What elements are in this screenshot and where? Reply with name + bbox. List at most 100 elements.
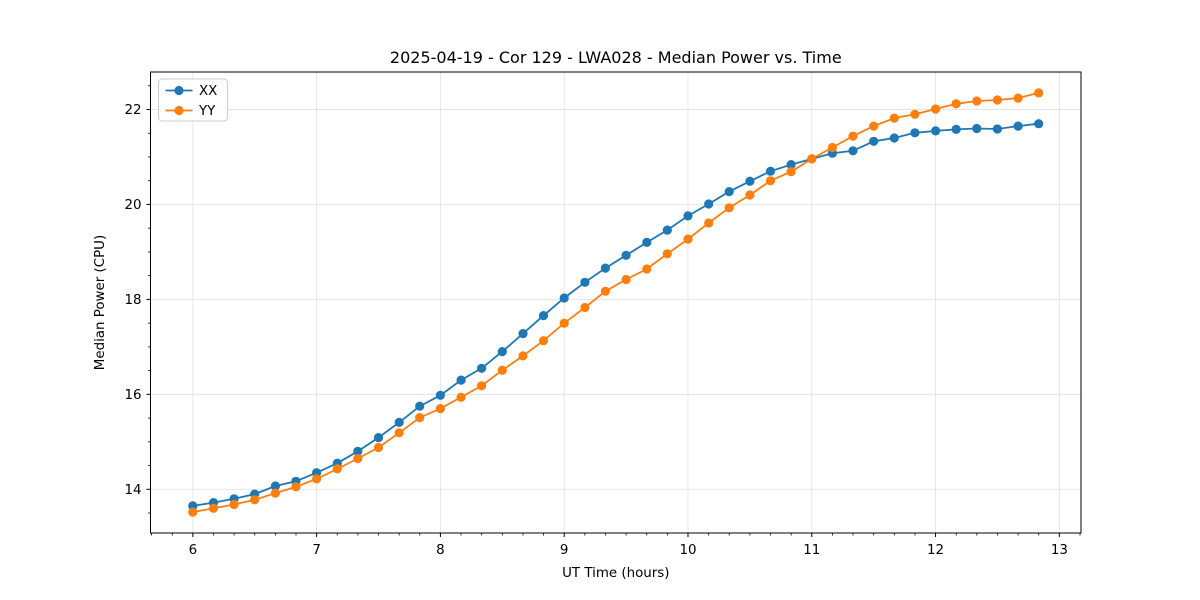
data-point-marker <box>621 274 631 285</box>
data-point-marker <box>600 286 611 296</box>
data-point-marker <box>931 104 941 114</box>
data-point-marker <box>435 404 445 414</box>
data-point-marker <box>270 481 280 491</box>
data-point-marker <box>765 166 776 176</box>
data-point-marker <box>889 113 899 123</box>
x-tick-label: 7 <box>312 543 321 558</box>
data-point-marker <box>559 293 569 303</box>
data-point-marker <box>1034 88 1044 98</box>
data-point-marker <box>415 401 425 411</box>
data-point-marker <box>353 446 363 456</box>
x-tick-label: 13 <box>1051 543 1068 558</box>
legend-marker <box>174 85 184 96</box>
data-point-marker <box>456 392 466 402</box>
data-point-marker <box>807 154 817 164</box>
data-point-marker <box>662 225 672 235</box>
x-axis: 6 7 8 9 10 11 12 13 <box>151 533 1081 558</box>
data-point-marker <box>786 160 796 170</box>
data-point-marker <box>951 99 961 109</box>
data-point-marker <box>642 237 652 247</box>
series-line-xx <box>192 122 1039 507</box>
data-point-marker <box>188 507 198 517</box>
data-point-marker <box>415 413 425 423</box>
y-axis-label: Median Power (CPU) <box>93 235 108 370</box>
data-point-marker <box>477 363 487 373</box>
data-point-marker <box>704 199 714 209</box>
data-point-marker <box>497 347 507 357</box>
data-point-marker <box>992 95 1003 105</box>
x-tick-label: 12 <box>927 543 944 558</box>
y-axis: 14 16 18 20 22 <box>124 85 151 514</box>
data-point-marker <box>848 131 858 141</box>
y-tick-label: 18 <box>124 293 141 308</box>
data-point-marker <box>704 218 714 228</box>
y-tick-label: 20 <box>124 198 141 213</box>
data-point-marker <box>642 264 652 274</box>
data-point-marker <box>889 133 899 143</box>
data-point-marker <box>353 453 363 464</box>
data-point-marker <box>373 433 384 443</box>
data-point-marker <box>683 211 693 221</box>
data-point-marker <box>394 417 404 427</box>
legend: XX YY <box>158 78 228 122</box>
data-point-marker <box>600 263 611 273</box>
legend-label-yy: YY <box>198 104 216 119</box>
data-point-marker <box>229 499 239 510</box>
data-point-marker <box>456 375 466 385</box>
data-point-marker <box>538 336 549 346</box>
plot-spines <box>150 71 1082 534</box>
data-point-marker <box>931 126 941 136</box>
data-point-marker <box>477 381 487 391</box>
data-point-marker <box>724 187 734 197</box>
data-point-marker <box>621 250 631 260</box>
data-point-marker <box>848 146 858 156</box>
x-tick-label: 6 <box>189 543 198 558</box>
chart-title: 2025-04-19 - Cor 129 - LWA028 - Median P… <box>390 48 842 67</box>
data-point-marker <box>869 121 879 131</box>
data-point-marker <box>745 190 755 200</box>
x-tick-label: 9 <box>560 543 569 558</box>
series-yy <box>188 88 1044 517</box>
data-point-marker <box>972 96 982 106</box>
grid-lines <box>150 72 1081 533</box>
data-point-marker <box>683 234 693 244</box>
data-point-marker <box>910 109 920 119</box>
data-point-marker <box>312 474 322 484</box>
x-tick-label: 11 <box>803 543 820 558</box>
series-xx <box>188 119 1044 511</box>
data-point-marker <box>951 124 961 134</box>
data-point-marker <box>786 167 796 177</box>
data-point-marker <box>869 136 879 146</box>
data-point-marker <box>291 482 301 492</box>
data-point-marker <box>765 176 776 186</box>
data-point-marker <box>250 495 260 505</box>
legend-label-xx: XX <box>199 84 217 99</box>
data-point-marker <box>518 329 528 339</box>
data-point-marker <box>270 488 280 498</box>
y-tick-label: 16 <box>124 388 141 403</box>
series-line-yy <box>192 92 1039 513</box>
data-point-marker <box>1013 93 1023 103</box>
data-point-marker <box>394 428 404 438</box>
data-point-marker <box>827 142 838 153</box>
x-tick-label: 10 <box>679 543 696 558</box>
data-point-marker <box>580 277 590 287</box>
data-point-marker <box>910 128 920 138</box>
data-point-marker <box>497 365 507 375</box>
data-point-marker <box>745 176 755 186</box>
data-point-marker <box>373 442 384 453</box>
y-tick-label: 14 <box>124 483 141 498</box>
x-tick-label: 8 <box>436 543 445 558</box>
data-point-marker <box>992 124 1003 134</box>
data-point-marker <box>518 351 528 361</box>
data-point-marker <box>208 503 219 513</box>
legend-marker <box>174 105 184 116</box>
data-point-marker <box>1013 121 1023 131</box>
data-point-marker <box>1034 119 1044 129</box>
data-point-marker <box>435 390 445 400</box>
y-tick-label: 22 <box>124 103 141 118</box>
data-point-marker <box>662 249 672 259</box>
data-point-marker <box>972 123 982 134</box>
